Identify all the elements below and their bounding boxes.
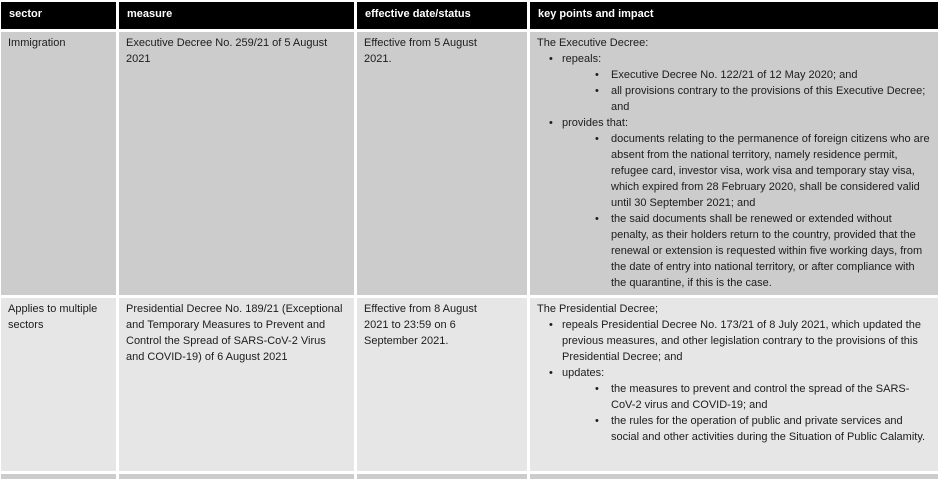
next-row-stub-key-points (530, 474, 938, 479)
key-point-text: all provisions contrary to the provision… (611, 85, 926, 113)
key-point-text: The Executive Decree: (537, 37, 649, 49)
cell-measure-row2: Presidential Decree No. 189/21 (Exceptio… (119, 298, 354, 471)
cell-key-points-row2: The Presidential Decree; • repeals Preside… (530, 298, 938, 471)
key-point-bullet-item: • the said documents shall be renewed or … (537, 211, 931, 291)
key-point-bullet-item: • all provisions contrary to the provisio… (537, 83, 931, 115)
cell-effective-date-row1: Effective from 5 August 2021. (357, 32, 527, 295)
bullet-icon: • (595, 133, 599, 145)
key-point-bullet-item: • repeals Presidential Decree No. 173/21 … (537, 317, 931, 365)
key-point-text: updates: (562, 367, 605, 379)
key-point-bullet-item: • updates: (537, 365, 931, 381)
key-point-bullet-item: • documents relating to the permanence of… (537, 131, 931, 211)
key-point-text: repeals Presidential Decree No. 173/21 o… (562, 319, 921, 363)
cell-measure-row1: Executive Decree No. 259/21 of 5 August … (119, 32, 354, 295)
cell-key-points-row1: The Executive Decree: • repeals: • Executive… (530, 32, 938, 295)
column-header-measure: measure (119, 2, 354, 29)
bullet-icon: • (549, 367, 553, 379)
key-point-text: repeals: (562, 53, 602, 65)
next-row-stub-effective-date (357, 474, 527, 479)
bullet-icon: • (595, 85, 599, 97)
next-row-stub-sector (1, 474, 116, 479)
key-point-intro: The Executive Decree: (537, 35, 931, 51)
bullet-icon: • (549, 319, 553, 331)
bullet-icon: • (549, 117, 553, 129)
key-point-text: documents relating to the permanence of … (611, 133, 930, 209)
bullet-icon: • (595, 213, 599, 225)
bullet-icon: • (595, 69, 599, 81)
cell-sector-row2: Applies to multiple sectors (1, 298, 116, 471)
key-point-text: the measures to prevent and control the … (611, 383, 910, 411)
key-point-bullet-item: • the rules for the operation of public a… (537, 413, 931, 445)
bullet-icon: • (549, 53, 553, 65)
cell-sector-row1: Immigration (1, 32, 116, 295)
column-header-sector: sector (1, 2, 116, 29)
key-point-intro: The Presidential Decree; (537, 301, 931, 317)
key-point-text: Executive Decree No. 122/21 of 12 May 20… (611, 69, 858, 81)
key-point-text: the rules for the operation of public an… (611, 415, 926, 443)
column-header-effective-date-status: effective date/status (357, 2, 527, 29)
key-point-text: The Presidential Decree; (537, 303, 659, 315)
key-point-bullet-item: • repeals: (537, 51, 931, 67)
key-point-bullet-item: • provides that: (537, 115, 931, 131)
bullet-icon: • (595, 415, 599, 427)
key-point-text: the said documents shall be renewed or e… (611, 213, 923, 289)
key-point-bullet-item: • Executive Decree No. 122/21 of 12 May 2… (537, 67, 931, 83)
key-point-text: provides that: (562, 117, 629, 129)
next-row-stub-measure (119, 474, 354, 479)
column-header-key-points-and-impact: key points and impact (530, 2, 938, 29)
bullet-icon: • (595, 383, 599, 395)
cell-effective-date-row2: Effective from 8 August 2021 to 23:59 on… (357, 298, 527, 471)
key-point-bullet-item: • the measures to prevent and control the… (537, 381, 931, 413)
